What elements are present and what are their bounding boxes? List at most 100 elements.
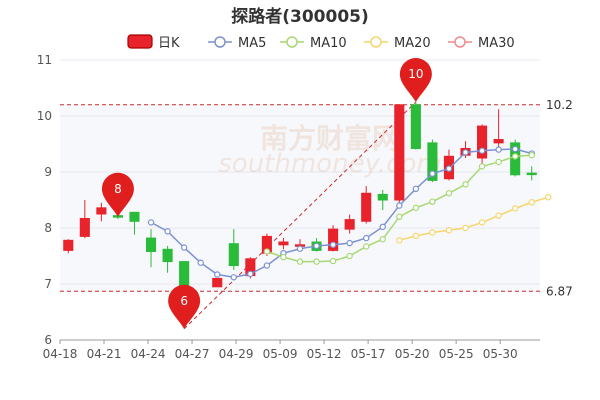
candle-body bbox=[526, 172, 537, 176]
ma-point-ma10 bbox=[445, 190, 453, 197]
candle bbox=[344, 214, 355, 234]
candle bbox=[63, 239, 74, 254]
ma-point-ma5 bbox=[429, 170, 436, 177]
ma-point-ma10 bbox=[363, 243, 370, 250]
candle-body bbox=[228, 243, 239, 267]
candle-body bbox=[344, 219, 355, 230]
ma-point-ma5 bbox=[396, 202, 403, 209]
watermark-cn: 南方财富网 bbox=[260, 122, 400, 155]
ma-point-ma5 bbox=[445, 165, 453, 172]
chart-title: 探路者(300005) bbox=[231, 7, 369, 27]
ma-point-ma10 bbox=[379, 235, 386, 243]
ma-point-ma10 bbox=[329, 257, 337, 265]
candle-body bbox=[278, 241, 289, 246]
candle-body bbox=[361, 192, 372, 222]
candle bbox=[493, 109, 504, 150]
ma-point-ma10 bbox=[346, 252, 353, 260]
ma-point-ma5 bbox=[214, 271, 221, 278]
candle-body bbox=[79, 217, 90, 237]
candle bbox=[278, 238, 289, 250]
legend: 日K MA5 MA10 MA20 MA30 bbox=[127, 34, 515, 51]
ma-point-ma10 bbox=[495, 158, 502, 166]
candle-body bbox=[212, 277, 223, 288]
ma-point-ma20 bbox=[495, 212, 502, 219]
ma-point-ma20 bbox=[396, 237, 403, 244]
candle bbox=[129, 211, 140, 235]
pin-shape bbox=[399, 58, 432, 102]
candle-body bbox=[328, 228, 339, 251]
candle bbox=[477, 124, 488, 170]
candle-body bbox=[477, 125, 488, 159]
candle-body bbox=[179, 261, 190, 288]
ma-point-ma10 bbox=[396, 213, 403, 220]
candle-body bbox=[162, 248, 173, 263]
y-tick-label: 10 bbox=[37, 109, 52, 123]
candle bbox=[162, 245, 173, 273]
pin-shape bbox=[168, 284, 201, 329]
y-tick-label: 9 bbox=[44, 165, 52, 179]
y-tick-label: 6 bbox=[44, 333, 52, 347]
candle bbox=[394, 104, 405, 203]
legend-label: MA20 bbox=[394, 36, 431, 51]
ma-point-ma5 bbox=[164, 228, 171, 235]
legend-label: 日K bbox=[158, 36, 180, 51]
candle bbox=[526, 166, 537, 181]
ma-point-ma5 bbox=[263, 262, 271, 269]
x-tick-label: 05-30 bbox=[483, 347, 518, 361]
pin-label: 10 bbox=[408, 67, 423, 81]
candle bbox=[361, 186, 372, 224]
ma-point-ma5 bbox=[147, 219, 155, 226]
watermark-en: southmoney.com bbox=[218, 149, 441, 179]
x-tick-label: 04-24 bbox=[131, 347, 166, 361]
y-tick-label: 8 bbox=[44, 221, 52, 235]
legend-swatch-dot bbox=[286, 36, 298, 48]
ma-line-ma20 bbox=[399, 196, 549, 242]
candle bbox=[79, 200, 90, 239]
ma-point-ma5 bbox=[247, 270, 254, 278]
pin-marker: 8 bbox=[101, 172, 134, 217]
ma-point-ma10 bbox=[429, 198, 436, 205]
ma-point-ma10 bbox=[280, 253, 287, 261]
candle bbox=[410, 102, 421, 150]
reference-line-label: 10.2 bbox=[546, 98, 573, 112]
ma-point-ma5 bbox=[363, 234, 370, 242]
legend-label: MA10 bbox=[310, 36, 347, 51]
legend-swatch-dot bbox=[214, 36, 226, 48]
ma-point-ma20 bbox=[462, 224, 469, 232]
ma-point-ma10 bbox=[412, 204, 420, 212]
pin-label: 8 bbox=[114, 182, 122, 196]
x-tick-label: 05-20 bbox=[395, 347, 430, 361]
ma-point-ma10 bbox=[528, 151, 535, 159]
x-tick-label: 04-29 bbox=[219, 347, 254, 361]
candle-body bbox=[145, 237, 157, 253]
pin-marker: 6 bbox=[168, 284, 201, 329]
candle bbox=[145, 229, 157, 268]
ma-point-ma20 bbox=[545, 193, 552, 201]
pin-marker: 10 bbox=[399, 58, 432, 102]
candle bbox=[212, 277, 223, 288]
candle-body bbox=[493, 139, 504, 144]
candle-body bbox=[427, 142, 438, 181]
ma-point-ma5 bbox=[313, 242, 320, 250]
ma-point-ma5 bbox=[197, 259, 204, 266]
ma-point-ma20 bbox=[511, 205, 519, 212]
ma-point-ma5 bbox=[180, 244, 188, 251]
x-tick-label: 05-09 bbox=[263, 347, 298, 361]
ma-point-ma5 bbox=[296, 245, 304, 252]
y-tick-label: 11 bbox=[37, 53, 52, 67]
x-tick-label: 04-18 bbox=[43, 347, 78, 361]
ma-point-ma10 bbox=[511, 153, 519, 160]
legend-label: MA5 bbox=[238, 36, 266, 51]
ma-point-ma10 bbox=[296, 258, 304, 265]
legend-swatch-dot bbox=[454, 36, 466, 48]
ma-point-ma5 bbox=[329, 241, 337, 248]
ma-point-ma10 bbox=[263, 248, 271, 255]
candle bbox=[228, 229, 239, 270]
x-tick-label: 04-21 bbox=[87, 347, 122, 361]
ma-point-ma5 bbox=[346, 239, 353, 247]
ma-point-ma5 bbox=[230, 274, 237, 281]
candle bbox=[377, 189, 388, 211]
